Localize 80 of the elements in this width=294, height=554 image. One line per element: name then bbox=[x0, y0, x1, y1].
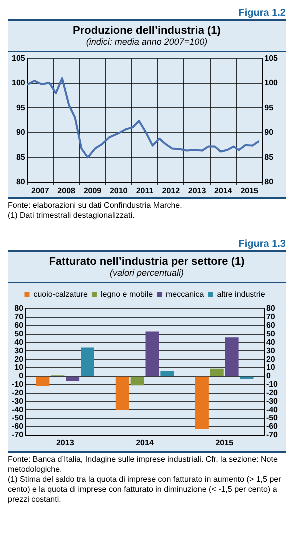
y2-tick-label: 60 bbox=[266, 321, 276, 330]
y-tick-label: 30 bbox=[14, 346, 24, 356]
y-tick-label: -60 bbox=[12, 422, 24, 432]
source-note: Fonte: Banca d’Italia, Indagine sulle imprese industriali. Cfr. la sezione: Note metodologiche. bbox=[8, 455, 279, 475]
x-tick-label: 2014 bbox=[136, 438, 154, 448]
bar bbox=[116, 376, 130, 410]
y2-tick-label: -40 bbox=[266, 405, 279, 414]
y2-tick-label: 90 bbox=[264, 128, 274, 138]
y2-tick-label: 30 bbox=[266, 346, 276, 356]
y-tick-label: 20 bbox=[14, 354, 24, 364]
x-tick-label: 2007 bbox=[32, 186, 50, 196]
x-tick-label: 2014 bbox=[214, 186, 233, 196]
y-tick-label: -50 bbox=[12, 414, 24, 423]
y2-tick-label: -20 bbox=[266, 388, 279, 398]
source-note: Fonte: elaborazioni su dati Confindustria Marche. bbox=[8, 201, 184, 211]
legend-label: meccanica bbox=[166, 290, 205, 300]
x-tick-label: 2012 bbox=[162, 186, 181, 196]
y2-tick-label: 40 bbox=[266, 338, 276, 347]
y-tick-label: -10 bbox=[12, 380, 24, 390]
y-tick-label: 80 bbox=[14, 304, 24, 314]
y-tick-label: 90 bbox=[16, 128, 26, 138]
y-tick-label: 95 bbox=[16, 103, 26, 112]
y-tick-label: 70 bbox=[14, 312, 24, 322]
bar bbox=[225, 338, 239, 376]
y2-tick-label: -50 bbox=[266, 414, 279, 423]
x-tick-label: 2015 bbox=[240, 186, 260, 196]
y-tick-label: 60 bbox=[14, 321, 24, 330]
x-tick-label: 2011 bbox=[136, 186, 154, 196]
legend-label: altre industrie bbox=[217, 290, 266, 300]
y2-tick-label: -30 bbox=[266, 396, 279, 406]
y-tick-label: 100 bbox=[12, 78, 26, 88]
text: (1) Dati trimestrali destagionalizzati. bbox=[8, 211, 136, 221]
y-tick-label: -40 bbox=[12, 405, 24, 414]
y-tick-label: 80 bbox=[16, 178, 26, 187]
y-tick-label: 50 bbox=[14, 329, 24, 338]
x-tick-label: 2008 bbox=[58, 186, 76, 196]
legend-label: legno e mobile bbox=[100, 290, 154, 300]
chart-title: Produzione dell’industria (1) bbox=[72, 25, 222, 37]
y2-tick-label: 20 bbox=[266, 354, 276, 364]
chart-subtitle: (indici: media anno 2007=100) bbox=[85, 37, 209, 47]
legend-label: cuoio-calzature bbox=[34, 290, 89, 300]
chart-subtitle: (valori percentuali) bbox=[108, 268, 186, 278]
bar bbox=[210, 368, 224, 376]
text: Figura 1.3 bbox=[238, 239, 286, 250]
y2-tick-label: 0 bbox=[266, 372, 272, 381]
y-tick-label: 105 bbox=[12, 54, 26, 64]
bar bbox=[81, 348, 94, 376]
y-tick-label: -70 bbox=[12, 430, 24, 440]
x-tick-label: 2015 bbox=[216, 438, 234, 448]
y2-tick-label: 95 bbox=[264, 103, 274, 112]
chart-title: Fatturato nell’industria per settore (1) bbox=[48, 256, 246, 268]
x-tick-label: 2009 bbox=[84, 186, 102, 196]
y-tick-label: -30 bbox=[12, 396, 24, 406]
y-tick-label: 10 bbox=[14, 363, 24, 372]
y2-tick-label: 100 bbox=[264, 78, 279, 88]
bar bbox=[160, 371, 174, 376]
bar bbox=[36, 376, 50, 387]
y2-tick-label: 85 bbox=[264, 152, 274, 162]
bar bbox=[66, 376, 80, 382]
y-tick-label: 40 bbox=[14, 338, 24, 347]
y2-tick-label: 10 bbox=[266, 363, 276, 372]
x-tick-label: 2013 bbox=[56, 438, 75, 448]
y2-tick-label: -10 bbox=[266, 380, 279, 390]
text: (1) Stima del saldo tra la quota di imprese con fatturato in aumento (> 1,5 per cento) e la quota di imprese con fatturato in diminuzione (< -1,5 per cento) a prezzi costanti. bbox=[8, 475, 282, 505]
bar bbox=[196, 376, 209, 430]
x-tick-label: 2010 bbox=[110, 186, 128, 196]
y2-tick-label: 105 bbox=[264, 54, 279, 64]
bar bbox=[146, 332, 160, 376]
y2-tick-label: -60 bbox=[266, 422, 279, 432]
y2-tick-label: 50 bbox=[266, 329, 276, 338]
y2-tick-label: 80 bbox=[264, 178, 274, 187]
y2-tick-label: -70 bbox=[266, 430, 279, 440]
x-tick-label: 2013 bbox=[188, 186, 207, 196]
bar bbox=[130, 376, 144, 386]
y-tick-label: 85 bbox=[16, 152, 26, 162]
y-tick-label: 0 bbox=[19, 372, 24, 381]
y2-tick-label: 70 bbox=[266, 312, 276, 322]
y-tick-label: -20 bbox=[12, 388, 24, 398]
text: Figura 1.2 bbox=[238, 8, 286, 19]
y2-tick-label: 80 bbox=[266, 304, 276, 314]
